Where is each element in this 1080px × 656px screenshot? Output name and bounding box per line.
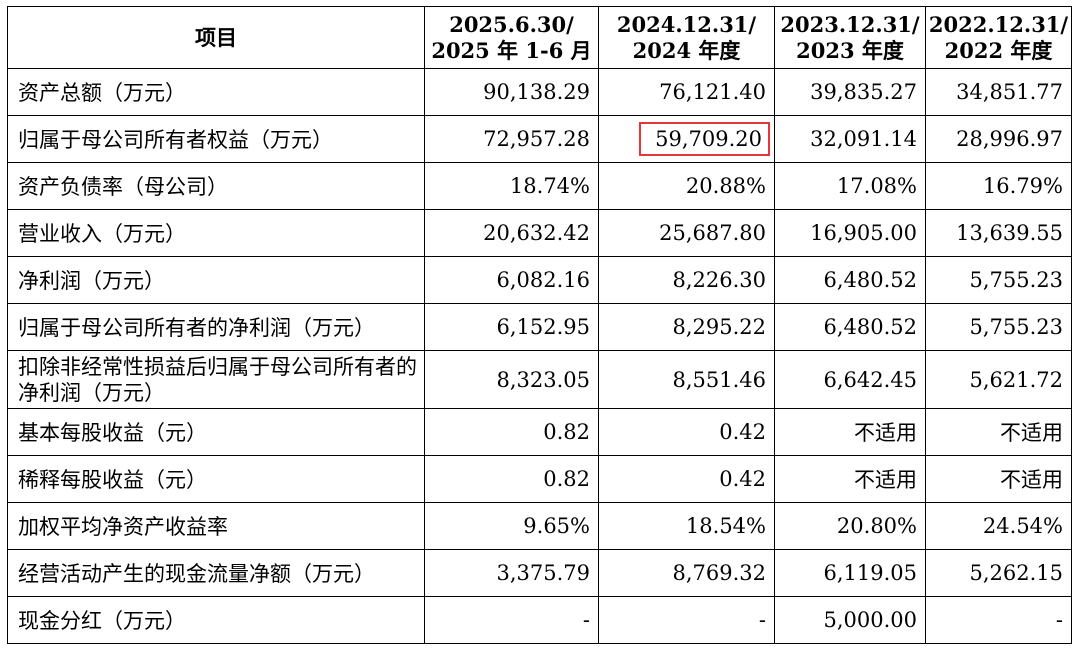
row-label: 资产负债率（母公司） bbox=[7, 162, 425, 210]
table-row: 资产总额（万元） 90,138.29 76,121.40 39,835.27 3… bbox=[7, 68, 1072, 116]
row-label: 营业收入（万元） bbox=[7, 209, 425, 257]
cell-value: 5,000.00 bbox=[774, 596, 926, 644]
cell-value: 18.74% bbox=[424, 162, 599, 210]
row-label: 加权平均净资产收益率 bbox=[7, 502, 425, 550]
row-label: 资产总额（万元） bbox=[7, 68, 425, 116]
cell-value: 0.42 bbox=[598, 455, 775, 503]
cell-value: 5,621.72 bbox=[925, 350, 1072, 409]
cell-value: 16,905.00 bbox=[774, 209, 926, 257]
cell-value: 0.42 bbox=[598, 408, 775, 456]
cell-value: 20.80% bbox=[774, 502, 926, 550]
cell-value: 72,957.28 bbox=[424, 115, 599, 163]
cell-value: 32,091.14 bbox=[774, 115, 926, 163]
cell-value: 25,687.80 bbox=[598, 209, 775, 257]
table-row: 现金分红（万元） - - 5,000.00 - bbox=[7, 596, 1072, 644]
cell-value: 0.82 bbox=[424, 455, 599, 503]
header-period-2024: 2024.12.31/ 2024 年度 bbox=[598, 6, 775, 69]
cell-value: 6,480.52 bbox=[774, 303, 926, 351]
highlight-box: 59,709.20 bbox=[639, 122, 770, 156]
cell-value: - bbox=[925, 596, 1072, 644]
cell-value: 39,835.27 bbox=[774, 68, 926, 116]
cell-value: 90,138.29 bbox=[424, 68, 599, 116]
row-label: 归属于母公司所有者权益（万元） bbox=[7, 115, 425, 163]
table-row: 加权平均净资产收益率 9.65% 18.54% 20.80% 24.54% bbox=[7, 502, 1072, 550]
cell-value: 18.54% bbox=[598, 502, 775, 550]
cell-value: 不适用 bbox=[774, 408, 926, 456]
cell-value: 24.54% bbox=[925, 502, 1072, 550]
row-label: 现金分红（万元） bbox=[7, 596, 425, 644]
cell-value: 20.88% bbox=[598, 162, 775, 210]
row-label: 基本每股收益（元） bbox=[7, 408, 425, 456]
cell-value: 5,755.23 bbox=[925, 256, 1072, 304]
cell-value: 0.82 bbox=[424, 408, 599, 456]
cell-value: 34,851.77 bbox=[925, 68, 1072, 116]
row-label: 净利润（万元） bbox=[7, 256, 425, 304]
table-row: 归属于母公司所有者的净利润（万元） 6,152.95 8,295.22 6,48… bbox=[7, 303, 1072, 351]
cell-value: - bbox=[424, 596, 599, 644]
cell-value: 6,480.52 bbox=[774, 256, 926, 304]
cell-value: 76,121.40 bbox=[598, 68, 775, 116]
row-label: 稀释每股收益（元） bbox=[7, 455, 425, 503]
cell-value: 不适用 bbox=[925, 455, 1072, 503]
cell-value: 8,226.30 bbox=[598, 256, 775, 304]
cell-value: 5,262.15 bbox=[925, 549, 1072, 597]
cell-value: 17.08% bbox=[774, 162, 926, 210]
row-label: 经营活动产生的现金流量净额（万元） bbox=[7, 549, 425, 597]
cell-value: 8,769.32 bbox=[598, 549, 775, 597]
table-row: 扣除非经常性损益后归属于母公司所有者的净利润（万元） 8,323.05 8,55… bbox=[7, 350, 1072, 409]
table-row: 资产负债率（母公司） 18.74% 20.88% 17.08% 16.79% bbox=[7, 162, 1072, 210]
cell-value: 5,755.23 bbox=[925, 303, 1072, 351]
cell-value: 20,632.42 bbox=[424, 209, 599, 257]
row-label: 归属于母公司所有者的净利润（万元） bbox=[7, 303, 425, 351]
cell-value: 8,295.22 bbox=[598, 303, 775, 351]
cell-value-highlighted: 59,709.20 bbox=[598, 115, 775, 163]
cell-value: 28,996.97 bbox=[925, 115, 1072, 163]
cell-value: - bbox=[598, 596, 775, 644]
cell-value: 3,375.79 bbox=[424, 549, 599, 597]
cell-value: 13,639.55 bbox=[925, 209, 1072, 257]
header-period-2025h1: 2025.6.30/ 2025 年 1-6 月 bbox=[424, 6, 599, 69]
header-period-2023: 2023.12.31/ 2023 年度 bbox=[774, 6, 926, 69]
table-row: 基本每股收益（元） 0.82 0.42 不适用 不适用 bbox=[7, 408, 1072, 456]
table-row: 营业收入（万元） 20,632.42 25,687.80 16,905.00 1… bbox=[7, 209, 1072, 257]
cell-value: 不适用 bbox=[774, 455, 926, 503]
cell-value: 8,551.46 bbox=[598, 350, 775, 409]
cell-value: 不适用 bbox=[925, 408, 1072, 456]
row-label: 扣除非经常性损益后归属于母公司所有者的净利润（万元） bbox=[7, 350, 425, 409]
cell-value: 9.65% bbox=[424, 502, 599, 550]
cell-value: 16.79% bbox=[925, 162, 1072, 210]
table-row: 经营活动产生的现金流量净额（万元） 3,375.79 8,769.32 6,11… bbox=[7, 549, 1072, 597]
cell-value: 6,082.16 bbox=[424, 256, 599, 304]
header-period-2022: 2022.12.31/ 2022 年度 bbox=[925, 6, 1072, 69]
table-row: 净利润（万元） 6,082.16 8,226.30 6,480.52 5,755… bbox=[7, 256, 1072, 304]
cell-value: 6,642.45 bbox=[774, 350, 926, 409]
table-row: 稀释每股收益（元） 0.82 0.42 不适用 不适用 bbox=[7, 455, 1072, 503]
table-header-row: 项目 2025.6.30/ 2025 年 1-6 月 2024.12.31/ 2… bbox=[7, 6, 1072, 69]
header-item: 项目 bbox=[7, 6, 425, 69]
cell-value: 6,152.95 bbox=[424, 303, 599, 351]
cell-value: 8,323.05 bbox=[424, 350, 599, 409]
table-row: 归属于母公司所有者权益（万元） 72,957.28 59,709.20 32,0… bbox=[7, 115, 1072, 163]
cell-value: 6,119.05 bbox=[774, 549, 926, 597]
financial-summary-table: 项目 2025.6.30/ 2025 年 1-6 月 2024.12.31/ 2… bbox=[7, 6, 1072, 644]
